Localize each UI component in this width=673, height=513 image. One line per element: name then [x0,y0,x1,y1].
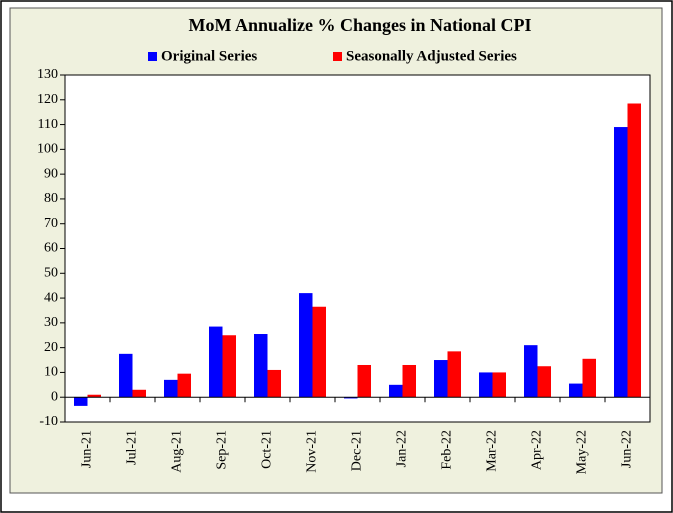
y-tick-label: 10 [44,365,58,380]
x-tick-label: Oct-21 [260,430,275,469]
y-tick-label: 40 [44,290,58,305]
bar [582,358,596,398]
bar [164,379,178,398]
bar [569,383,583,398]
x-tick-label: Jul-21 [125,430,140,465]
bar [614,127,628,398]
y-tick-label: 0 [51,389,58,404]
x-tick-label: Jan-22 [395,430,410,467]
bar [177,373,191,398]
x-tick-label: Sep-21 [215,430,230,470]
y-tick-label: 130 [37,67,58,82]
bar [537,366,551,398]
bar [492,372,506,398]
bar [254,334,268,398]
x-tick-label: Nov-21 [305,430,320,473]
y-tick-label: 120 [37,92,58,107]
bar [389,384,403,398]
x-tick-label: Jun-22 [620,430,635,468]
bar [344,397,358,399]
y-tick-label: 60 [44,241,58,256]
y-tick-label: 80 [44,191,58,206]
y-tick-label: 20 [44,340,58,355]
bar [524,345,538,398]
y-tick-label: 30 [44,315,58,330]
x-tick-label: Mar-22 [485,430,500,472]
y-tick-label: -10 [39,414,58,429]
y-tick-label: 100 [37,142,58,157]
x-tick-label: Jun-21 [80,430,95,468]
bar [267,369,281,398]
bar [222,335,236,398]
bar [479,372,493,398]
bar [447,351,461,398]
chart-title: MoM Annualize % Changes in National CPI [188,15,531,35]
bar [299,293,313,398]
bar [209,326,223,398]
x-tick-label: May-22 [575,430,590,474]
bar [74,397,88,406]
x-tick-label: Aug-21 [170,430,185,473]
legend-label: Seasonally Adjusted Series [346,48,517,64]
bar [434,360,448,398]
y-tick-label: 110 [38,117,58,132]
bar [402,364,416,398]
y-tick-label: 90 [44,166,58,181]
bar [132,389,146,398]
bar [357,364,371,398]
legend-swatch [148,52,157,61]
x-tick-label: Feb-22 [440,430,455,470]
bar [119,353,133,398]
y-tick-label: 50 [44,266,58,281]
x-tick-label: Dec-21 [350,430,365,471]
legend-swatch [333,52,342,61]
plot-area [64,74,651,423]
bar [627,103,641,398]
legend-label: Original Series [161,48,257,64]
bar [312,306,326,398]
x-tick-label: Apr-22 [530,430,545,470]
bar [87,394,101,398]
y-tick-label: 70 [44,216,58,231]
